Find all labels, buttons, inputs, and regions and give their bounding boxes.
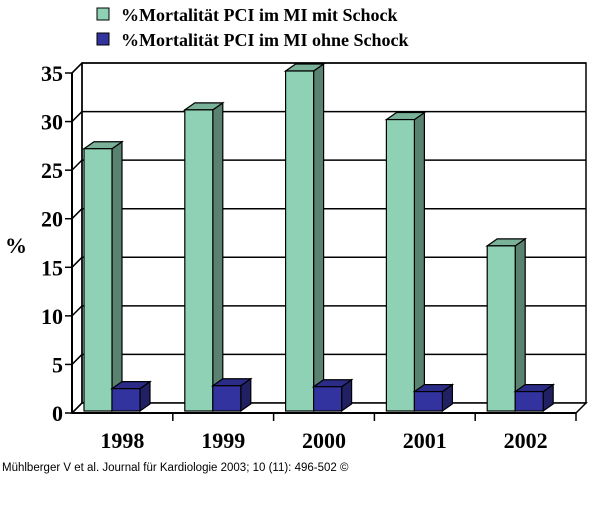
- bar-ohne-schock-1999: [210, 377, 253, 413]
- x-tick-label-2001: 2001: [403, 428, 447, 453]
- source-citation: Mühlberger V et al. Journal für Kardiolo…: [2, 462, 349, 474]
- x-tick-label-1998: 1998: [100, 428, 144, 453]
- y-tick-label: 0: [52, 401, 63, 426]
- x-tick-label-2002: 2002: [504, 428, 548, 453]
- y-tick-label: 20: [41, 207, 63, 232]
- bar-mit-schock-1999: [182, 101, 225, 413]
- bar-ohne-schock-1998: [110, 380, 152, 413]
- y-tick-label: 10: [41, 304, 63, 329]
- gridline-side: [71, 208, 83, 220]
- y-tick-label: 30: [41, 110, 63, 135]
- gridline-side: [71, 305, 83, 317]
- bar-ohne-schock-2002: [513, 383, 556, 413]
- y-tick-label: 35: [41, 61, 63, 86]
- gridline-side: [71, 402, 83, 414]
- bar-ohne-schock-2000: [311, 378, 354, 413]
- y-tick-labels: 0 5 10 15 20 25 30 35: [41, 61, 63, 426]
- y-tick-label: 15: [41, 255, 63, 280]
- y-tick-label: 25: [41, 158, 63, 183]
- x-tick-label-1999: 1999: [201, 428, 245, 453]
- legend-label: %Mortalität PCI im MI mit Schock: [121, 5, 397, 25]
- legend-item-1: %Mortalität PCI im MI mit Schock: [96, 5, 397, 25]
- legend-swatch: [96, 32, 110, 46]
- bar-mit-schock-1998: [82, 140, 124, 413]
- bar-mit-schock-2001: [384, 111, 427, 413]
- axes: [71, 62, 576, 414]
- bar-ohne-schock-2001: [412, 383, 455, 413]
- y-tick-label: 5: [52, 352, 63, 377]
- gridline-side: [71, 353, 83, 365]
- legend: %Mortalität PCI im MI mit Schock %Mortali…: [96, 5, 408, 50]
- x-tick-labels: 1998 1999 2000 2001 2002: [100, 413, 577, 453]
- bar-mit-schock-2002: [485, 237, 528, 413]
- side-wall-top: [71, 62, 83, 74]
- gridline-side: [71, 111, 83, 123]
- legend-item-2: %Mortalität PCI im MI ohne Schock: [96, 30, 408, 50]
- x-tick-label-2000: 2000: [302, 428, 346, 453]
- gridline-side: [71, 256, 83, 268]
- legend-label: %Mortalität PCI im MI ohne Schock: [121, 30, 408, 50]
- bars: [82, 62, 556, 413]
- bar-mit-schock-2000: [283, 62, 326, 413]
- legend-swatch: [96, 7, 110, 21]
- bar-chart: %Mortalität PCI im MI mit Schock %Mortali…: [5, 5, 588, 453]
- gridline-side: [71, 159, 83, 171]
- y-axis-label: %: [5, 233, 27, 258]
